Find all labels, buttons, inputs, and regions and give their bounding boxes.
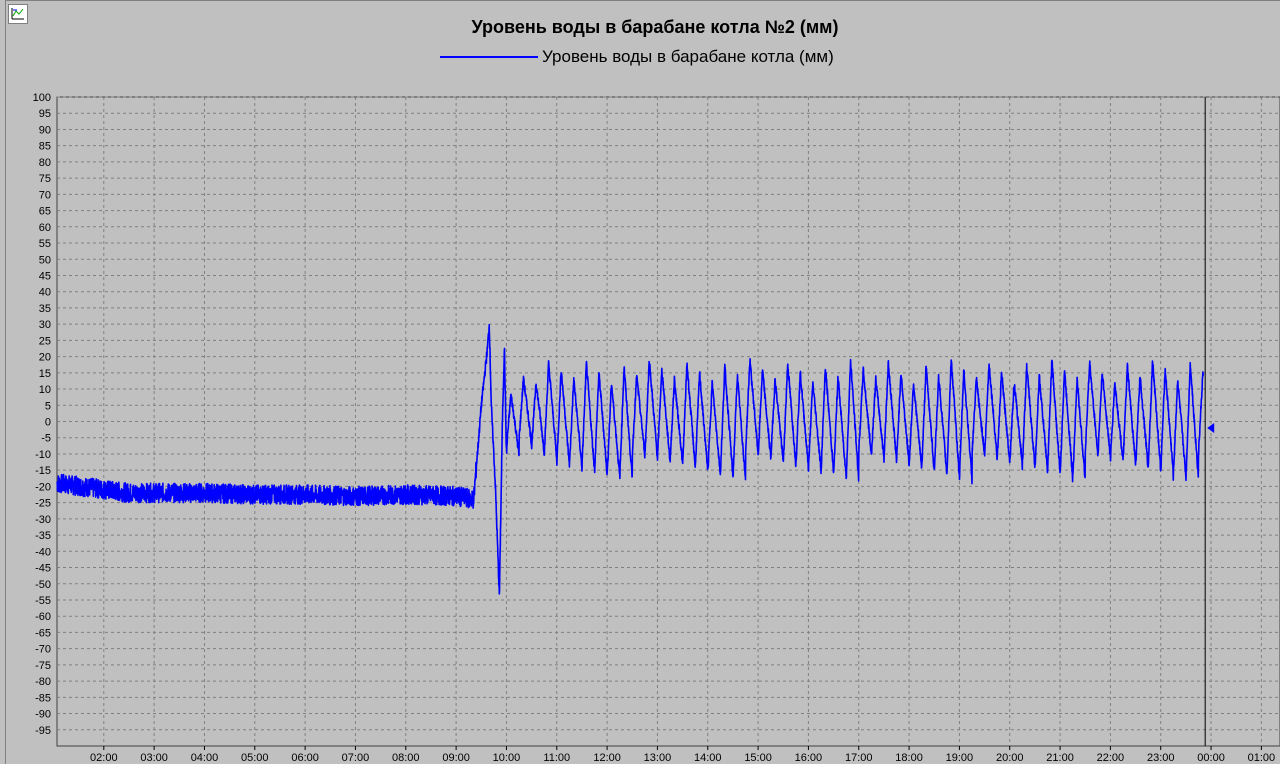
y-tick-label: 80 — [39, 157, 51, 169]
cursor-marker-icon[interactable] — [1207, 422, 1215, 433]
chart-icon — [11, 8, 24, 20]
x-tick-label: 13:00 — [644, 752, 672, 764]
x-tick-label: 20:00 — [996, 752, 1024, 764]
y-tick-label: -90 — [35, 709, 51, 721]
x-tick-label: 03:00 — [140, 752, 168, 764]
x-tick-label: 12:00 — [593, 752, 621, 764]
x-tick-label: 02:00 — [90, 752, 118, 764]
y-tick-label: -75 — [35, 660, 51, 672]
y-tick-label: 65 — [39, 206, 51, 218]
legend: Уровень воды в барабане котла (мм) — [440, 47, 834, 67]
x-tick-label: 05:00 — [241, 752, 269, 764]
x-tick-label: 21:00 — [1046, 752, 1074, 764]
chart-title: Уровень воды в барабане котла №2 (мм) — [471, 17, 839, 37]
y-tick-label: 55 — [39, 238, 51, 250]
y-tick-label: 60 — [39, 222, 51, 234]
y-tick-label: -5 — [41, 433, 51, 445]
x-tick-label: 11:00 — [543, 752, 570, 764]
x-tick-label: 19:00 — [946, 752, 974, 764]
y-tick-label: 45 — [39, 270, 51, 282]
y-tick-label: -15 — [35, 465, 51, 477]
series-line — [56, 323, 1205, 595]
y-tick-label: 10 — [39, 384, 51, 396]
x-tick-label: 22:00 — [1097, 752, 1125, 764]
x-tick-label: 17:00 — [845, 752, 873, 764]
x-tick-label: 14:00 — [694, 752, 722, 764]
y-tick-label: -30 — [35, 514, 51, 526]
y-tick-label: 15 — [39, 368, 51, 380]
y-tick-label: -85 — [35, 692, 51, 704]
y-tick-label: -65 — [35, 627, 51, 639]
y-tick-label: 20 — [39, 352, 51, 364]
y-tick-label: -70 — [35, 644, 51, 656]
legend-swatch — [440, 56, 538, 58]
y-tick-label: 35 — [39, 303, 51, 315]
y-tick-label: -45 — [35, 563, 51, 575]
y-tick-label: -40 — [35, 546, 51, 558]
y-tick-label: 30 — [39, 319, 51, 331]
y-tick-label: 5 — [45, 400, 51, 412]
y-tick-label: 100 — [33, 92, 51, 104]
x-tick-label: 00:00 — [1197, 752, 1225, 764]
x-tick-label: 09:00 — [442, 752, 470, 764]
y-tick-label: -35 — [35, 530, 51, 542]
plot-area — [56, 96, 1280, 747]
y-tick-label: -50 — [35, 579, 51, 591]
x-tick-label: 06:00 — [291, 752, 319, 764]
chart-window — [5, 0, 1280, 764]
x-tick-label: 10:00 — [493, 752, 521, 764]
x-tick-label: 15:00 — [744, 752, 772, 764]
y-tick-label: 40 — [39, 287, 51, 299]
y-tick-label: 75 — [39, 173, 51, 185]
x-tick-label: 23:00 — [1147, 752, 1175, 764]
x-tick-label: 18:00 — [895, 752, 923, 764]
y-tick-label: 50 — [39, 254, 51, 266]
y-tick-label: -95 — [35, 725, 51, 737]
y-tick-label: 95 — [39, 108, 51, 120]
y-tick-label: 70 — [39, 189, 51, 201]
legend-label: Уровень воды в барабане котла (мм) — [542, 47, 834, 66]
y-tick-label: -80 — [35, 676, 51, 688]
y-tick-label: -55 — [35, 595, 51, 607]
y-tick-label: -20 — [35, 481, 51, 493]
x-tick-label: 04:00 — [191, 752, 219, 764]
chart-properties-button[interactable] — [8, 4, 28, 24]
x-tick-label: 07:00 — [342, 752, 370, 764]
y-tick-label: -25 — [35, 498, 51, 510]
x-tick-label: 16:00 — [795, 752, 823, 764]
x-tick-label: 08:00 — [392, 752, 420, 764]
y-tick-label: 25 — [39, 335, 51, 347]
y-tick-label: 90 — [39, 124, 51, 136]
y-tick-label: 0 — [45, 417, 51, 429]
y-tick-label: -60 — [35, 611, 51, 623]
y-tick-label: 85 — [39, 141, 51, 153]
y-tick-label: -10 — [35, 449, 51, 461]
x-tick-label: 01:00 — [1248, 752, 1276, 764]
